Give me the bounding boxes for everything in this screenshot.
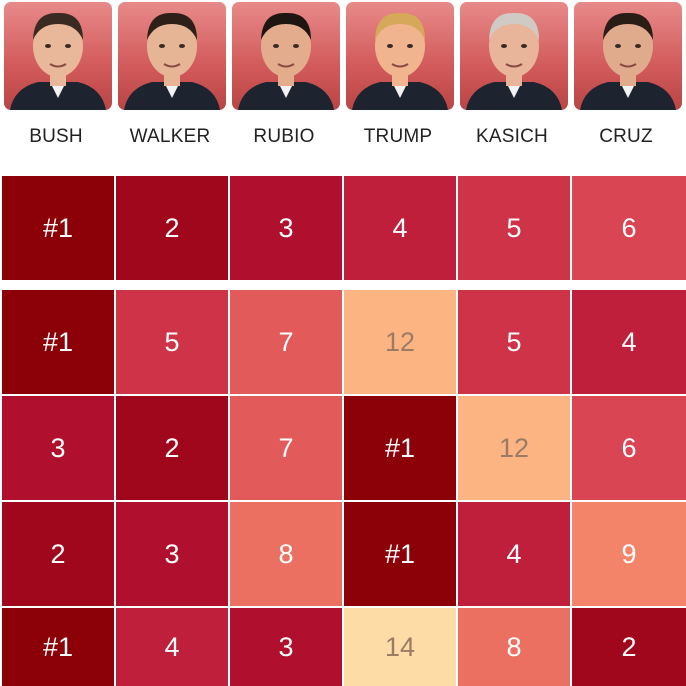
heatmap-cell: 3	[230, 608, 342, 686]
heatmap-cell: 2	[572, 608, 686, 686]
heatmap-cell: 4	[116, 608, 228, 686]
candidate-cruz: CRUZ	[572, 0, 686, 160]
candidate-name: BUSH	[29, 126, 83, 147]
heatmap-cell: #1	[2, 290, 114, 394]
cruz-portrait-icon	[574, 2, 682, 110]
heatmap-cell: 4	[572, 290, 686, 394]
heatmap-cell: 2	[116, 396, 228, 500]
heatmap-cell: 5	[116, 290, 228, 394]
heatmap-cell: 8	[458, 608, 570, 686]
candidate-header-row: BUSH WALKER RUBIO TRUMP KASICH CRUZ	[0, 0, 686, 160]
bush-portrait-icon	[4, 2, 112, 110]
candidate-kasich: KASICH	[458, 0, 572, 160]
kasich-portrait-icon	[460, 2, 568, 110]
heatmap-cell: 9	[572, 502, 686, 606]
heatmap-cell: #1	[344, 396, 456, 500]
candidate-bush: BUSH	[2, 0, 116, 160]
heatmap-cell: 7	[230, 396, 342, 500]
candidate-name: WALKER	[129, 126, 211, 147]
heatmap-cell: #1	[344, 502, 456, 606]
trump-portrait-icon	[346, 2, 454, 110]
candidate-name: RUBIO	[253, 126, 315, 147]
heatmap-cell: 14	[344, 608, 456, 686]
rubio-portrait-icon	[232, 2, 340, 110]
heatmap-cell: #1	[2, 608, 114, 686]
heatmap-cell: 3	[2, 396, 114, 500]
heatmap-cell: 6	[572, 396, 686, 500]
heatmap-cell: #1	[2, 176, 114, 280]
candidate-rubio: RUBIO	[230, 0, 344, 160]
heatmap-cell: 4	[344, 176, 456, 280]
heatmap-cell: 2	[2, 502, 114, 606]
heatmap-cell: 2	[116, 176, 228, 280]
heatmap-cell: 4	[458, 502, 570, 606]
walker-portrait-icon	[118, 2, 226, 110]
candidate-trump: TRUMP	[344, 0, 458, 160]
heatmap-cell: 12	[458, 396, 570, 500]
candidate-name: KASICH	[476, 126, 548, 147]
heatmap-cell: 5	[458, 290, 570, 394]
heatmap-cell: 5	[458, 176, 570, 280]
heatmap-cell: 3	[230, 176, 342, 280]
heatmap-cell: 7	[230, 290, 342, 394]
candidate-name: CRUZ	[599, 126, 653, 147]
heatmap-cell: 3	[116, 502, 228, 606]
heatmap-cell: 6	[572, 176, 686, 280]
candidate-name: TRUMP	[363, 126, 433, 147]
candidate-walker: WALKER	[116, 0, 230, 160]
heatmap-cell: 8	[230, 502, 342, 606]
heatmap-cell: 12	[344, 290, 456, 394]
